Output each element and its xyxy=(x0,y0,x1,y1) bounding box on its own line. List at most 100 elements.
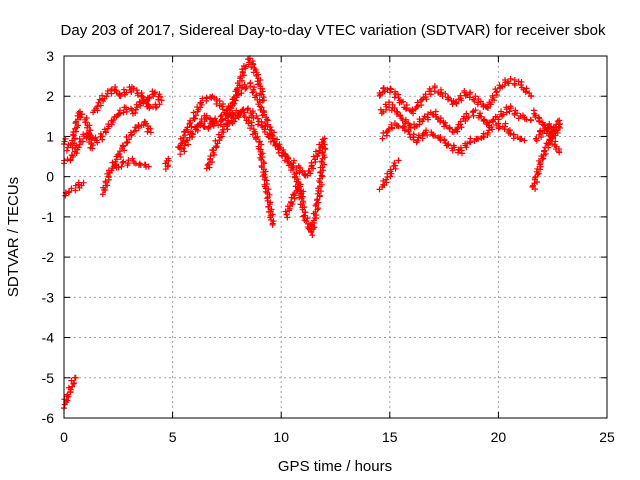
data-point xyxy=(299,167,306,174)
data-point xyxy=(504,78,511,85)
data-point xyxy=(192,112,199,119)
data-point xyxy=(308,162,315,169)
data-point xyxy=(523,85,530,92)
data-point xyxy=(88,140,95,147)
data-point xyxy=(80,131,87,138)
data-point xyxy=(223,123,230,130)
data-point xyxy=(120,86,127,93)
data-point xyxy=(109,159,116,166)
data-point xyxy=(153,103,160,110)
data-point xyxy=(102,179,109,186)
data-point xyxy=(538,134,545,141)
data-point xyxy=(261,176,268,183)
data-point xyxy=(246,114,253,121)
data-point xyxy=(132,106,139,113)
data-point xyxy=(207,155,214,162)
data-point xyxy=(503,109,510,116)
data-point xyxy=(464,140,471,147)
data-point xyxy=(83,133,90,140)
series-track-o xyxy=(376,75,535,117)
data-point xyxy=(194,123,201,130)
data-point xyxy=(259,153,266,160)
data-point xyxy=(318,158,325,165)
data-point xyxy=(130,85,137,92)
data-point xyxy=(288,194,295,201)
data-point xyxy=(283,211,290,218)
data-point xyxy=(277,144,284,151)
data-point xyxy=(310,165,317,172)
data-point xyxy=(290,160,297,167)
data-point xyxy=(261,160,268,167)
x-tick-label: 20 xyxy=(491,429,507,445)
data-point xyxy=(77,114,84,121)
data-point xyxy=(419,132,426,139)
data-point xyxy=(410,131,417,138)
data-point xyxy=(311,214,318,221)
x-tick-label: 5 xyxy=(169,429,177,445)
data-point xyxy=(72,128,79,135)
data-point xyxy=(472,107,479,114)
data-point xyxy=(397,113,404,120)
data-point xyxy=(556,124,563,131)
data-point xyxy=(480,133,487,140)
series-track-u xyxy=(532,120,563,144)
data-point xyxy=(414,99,421,106)
data-point xyxy=(507,75,514,82)
data-point xyxy=(537,160,544,167)
x-tick-label: 0 xyxy=(60,429,68,445)
data-point xyxy=(244,106,251,113)
data-point xyxy=(269,211,276,218)
data-point xyxy=(521,137,528,144)
data-point xyxy=(380,130,387,137)
data-point xyxy=(247,80,254,87)
data-point xyxy=(445,141,452,148)
data-point xyxy=(99,191,106,198)
data-point xyxy=(489,117,496,124)
data-point xyxy=(500,111,507,118)
data-point xyxy=(66,188,73,195)
series-track-a xyxy=(61,374,79,412)
data-point xyxy=(387,168,394,175)
data-point xyxy=(293,178,300,185)
data-point xyxy=(99,92,106,99)
data-point xyxy=(417,98,424,105)
series-track-m xyxy=(203,108,277,228)
data-point xyxy=(245,117,252,124)
data-point xyxy=(113,161,120,168)
y-tick-label: 2 xyxy=(46,88,54,104)
data-point xyxy=(376,90,383,97)
data-point xyxy=(496,82,503,89)
data-point xyxy=(293,170,300,177)
data-point xyxy=(208,159,215,166)
data-point xyxy=(187,119,194,126)
data-point xyxy=(424,131,431,138)
data-point xyxy=(93,105,100,112)
data-point xyxy=(315,185,322,192)
data-point xyxy=(261,126,268,133)
data-point xyxy=(556,149,563,156)
data-point xyxy=(240,111,247,118)
data-point xyxy=(443,122,450,129)
data-point xyxy=(316,147,323,154)
data-point xyxy=(522,89,529,96)
data-point xyxy=(405,128,412,135)
data-point xyxy=(300,199,307,206)
data-point xyxy=(181,148,188,155)
data-point xyxy=(380,177,387,184)
data-point xyxy=(147,129,154,136)
data-point xyxy=(157,93,164,100)
data-point xyxy=(556,121,563,128)
data-point xyxy=(489,94,496,101)
data-point xyxy=(71,374,78,381)
data-point xyxy=(133,87,140,94)
grid xyxy=(64,56,607,418)
data-point xyxy=(272,142,279,149)
data-point xyxy=(315,205,322,212)
data-point xyxy=(255,145,262,152)
data-point xyxy=(165,155,172,162)
data-point xyxy=(495,125,502,132)
data-point xyxy=(318,181,325,188)
data-point xyxy=(527,93,534,100)
data-point xyxy=(423,127,430,134)
data-point xyxy=(267,138,274,145)
